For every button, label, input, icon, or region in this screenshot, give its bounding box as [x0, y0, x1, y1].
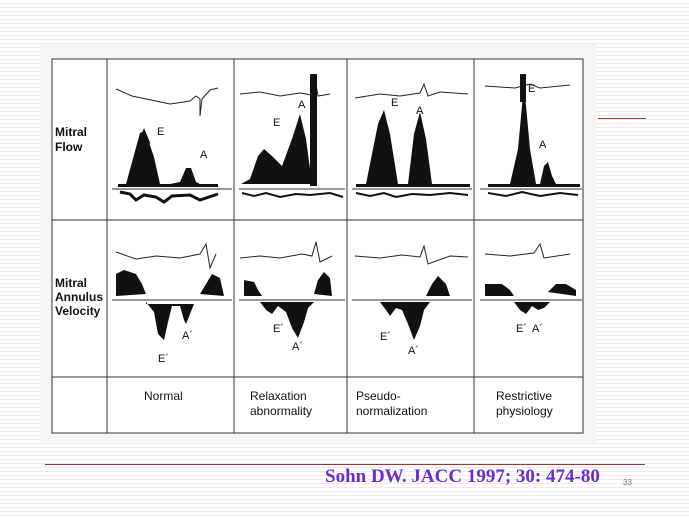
label-annulus-restrictive-e: E´	[516, 323, 527, 335]
col-label-restrictive-line-2: physiology	[496, 404, 553, 418]
page-number: 33	[623, 478, 632, 487]
citation-text: Sohn DW. JACC 1997; 30: 474-80	[325, 466, 600, 487]
row-label-mitral-flow-line-1: Mitral	[55, 125, 87, 139]
doppler-figure: Mitral Flow Mitral Annulus Velocity Norm…	[51, 58, 584, 434]
row-label-annulus-line-2: Annulus	[55, 290, 103, 304]
col-label-restrictive-line-1: Restrictive	[496, 389, 552, 403]
panel-flow-normal	[112, 87, 232, 204]
panel-flow-relaxation	[239, 74, 345, 199]
panel-annulus-pseudo	[352, 244, 472, 340]
label-annulus-restrictive-a: A´	[532, 323, 543, 335]
label-annulus-relaxation-e: E´	[273, 323, 284, 335]
label-flow-pseudo-e: E	[391, 97, 398, 109]
label-annulus-pseudo-e: E´	[380, 331, 391, 343]
label-flow-relaxation-a: A	[298, 99, 306, 111]
panel-flow-pseudo	[352, 82, 472, 199]
col-label-pseudo-line-1: Pseudo-	[356, 389, 401, 403]
figure-frame: Mitral Flow Mitral Annulus Velocity Norm…	[40, 44, 597, 442]
label-flow-restrictive-e: E	[528, 83, 535, 95]
col-label-normal-line-1: Normal	[144, 389, 183, 403]
label-flow-pseudo-a: A	[416, 105, 424, 117]
panel-annulus-restrictive	[480, 242, 582, 314]
col-label-relaxation-line-2: abnormality	[250, 404, 312, 418]
row-label-annulus-velocity: Mitral Annulus Velocity	[55, 276, 106, 318]
panel-annulus-relaxation	[239, 241, 345, 338]
label-annulus-relaxation-a: A´	[292, 341, 303, 353]
label-flow-normal-e: E	[157, 126, 164, 138]
label-annulus-normal-a: A´	[182, 330, 193, 342]
accent-line-top	[598, 118, 646, 119]
col-label-pseudo: Pseudo- normalization	[356, 389, 427, 418]
label-flow-restrictive-a: A	[539, 139, 547, 151]
label-annulus-normal-e: E´	[158, 353, 169, 365]
accent-line-bottom	[45, 464, 645, 465]
col-label-normal: Normal	[144, 389, 183, 403]
row-label-annulus-line-1: Mitral	[55, 276, 87, 290]
label-annulus-pseudo-a: A´	[408, 345, 419, 357]
panel-flow-restrictive	[480, 74, 582, 198]
label-flow-relaxation-e: E	[273, 117, 280, 129]
col-label-relaxation: Relaxation abnormality	[250, 389, 312, 418]
label-flow-normal-a: A	[200, 149, 208, 161]
panel-annulus-normal	[112, 242, 232, 340]
col-label-relaxation-line-1: Relaxation	[250, 389, 307, 403]
row-label-mitral-flow: Mitral Flow	[55, 125, 90, 154]
col-label-restrictive: Restrictive physiology	[496, 389, 555, 418]
table-border	[51, 58, 584, 434]
row-label-mitral-flow-line-2: Flow	[55, 140, 83, 154]
row-label-annulus-line-3: Velocity	[55, 304, 101, 318]
col-label-pseudo-line-2: normalization	[356, 404, 427, 418]
